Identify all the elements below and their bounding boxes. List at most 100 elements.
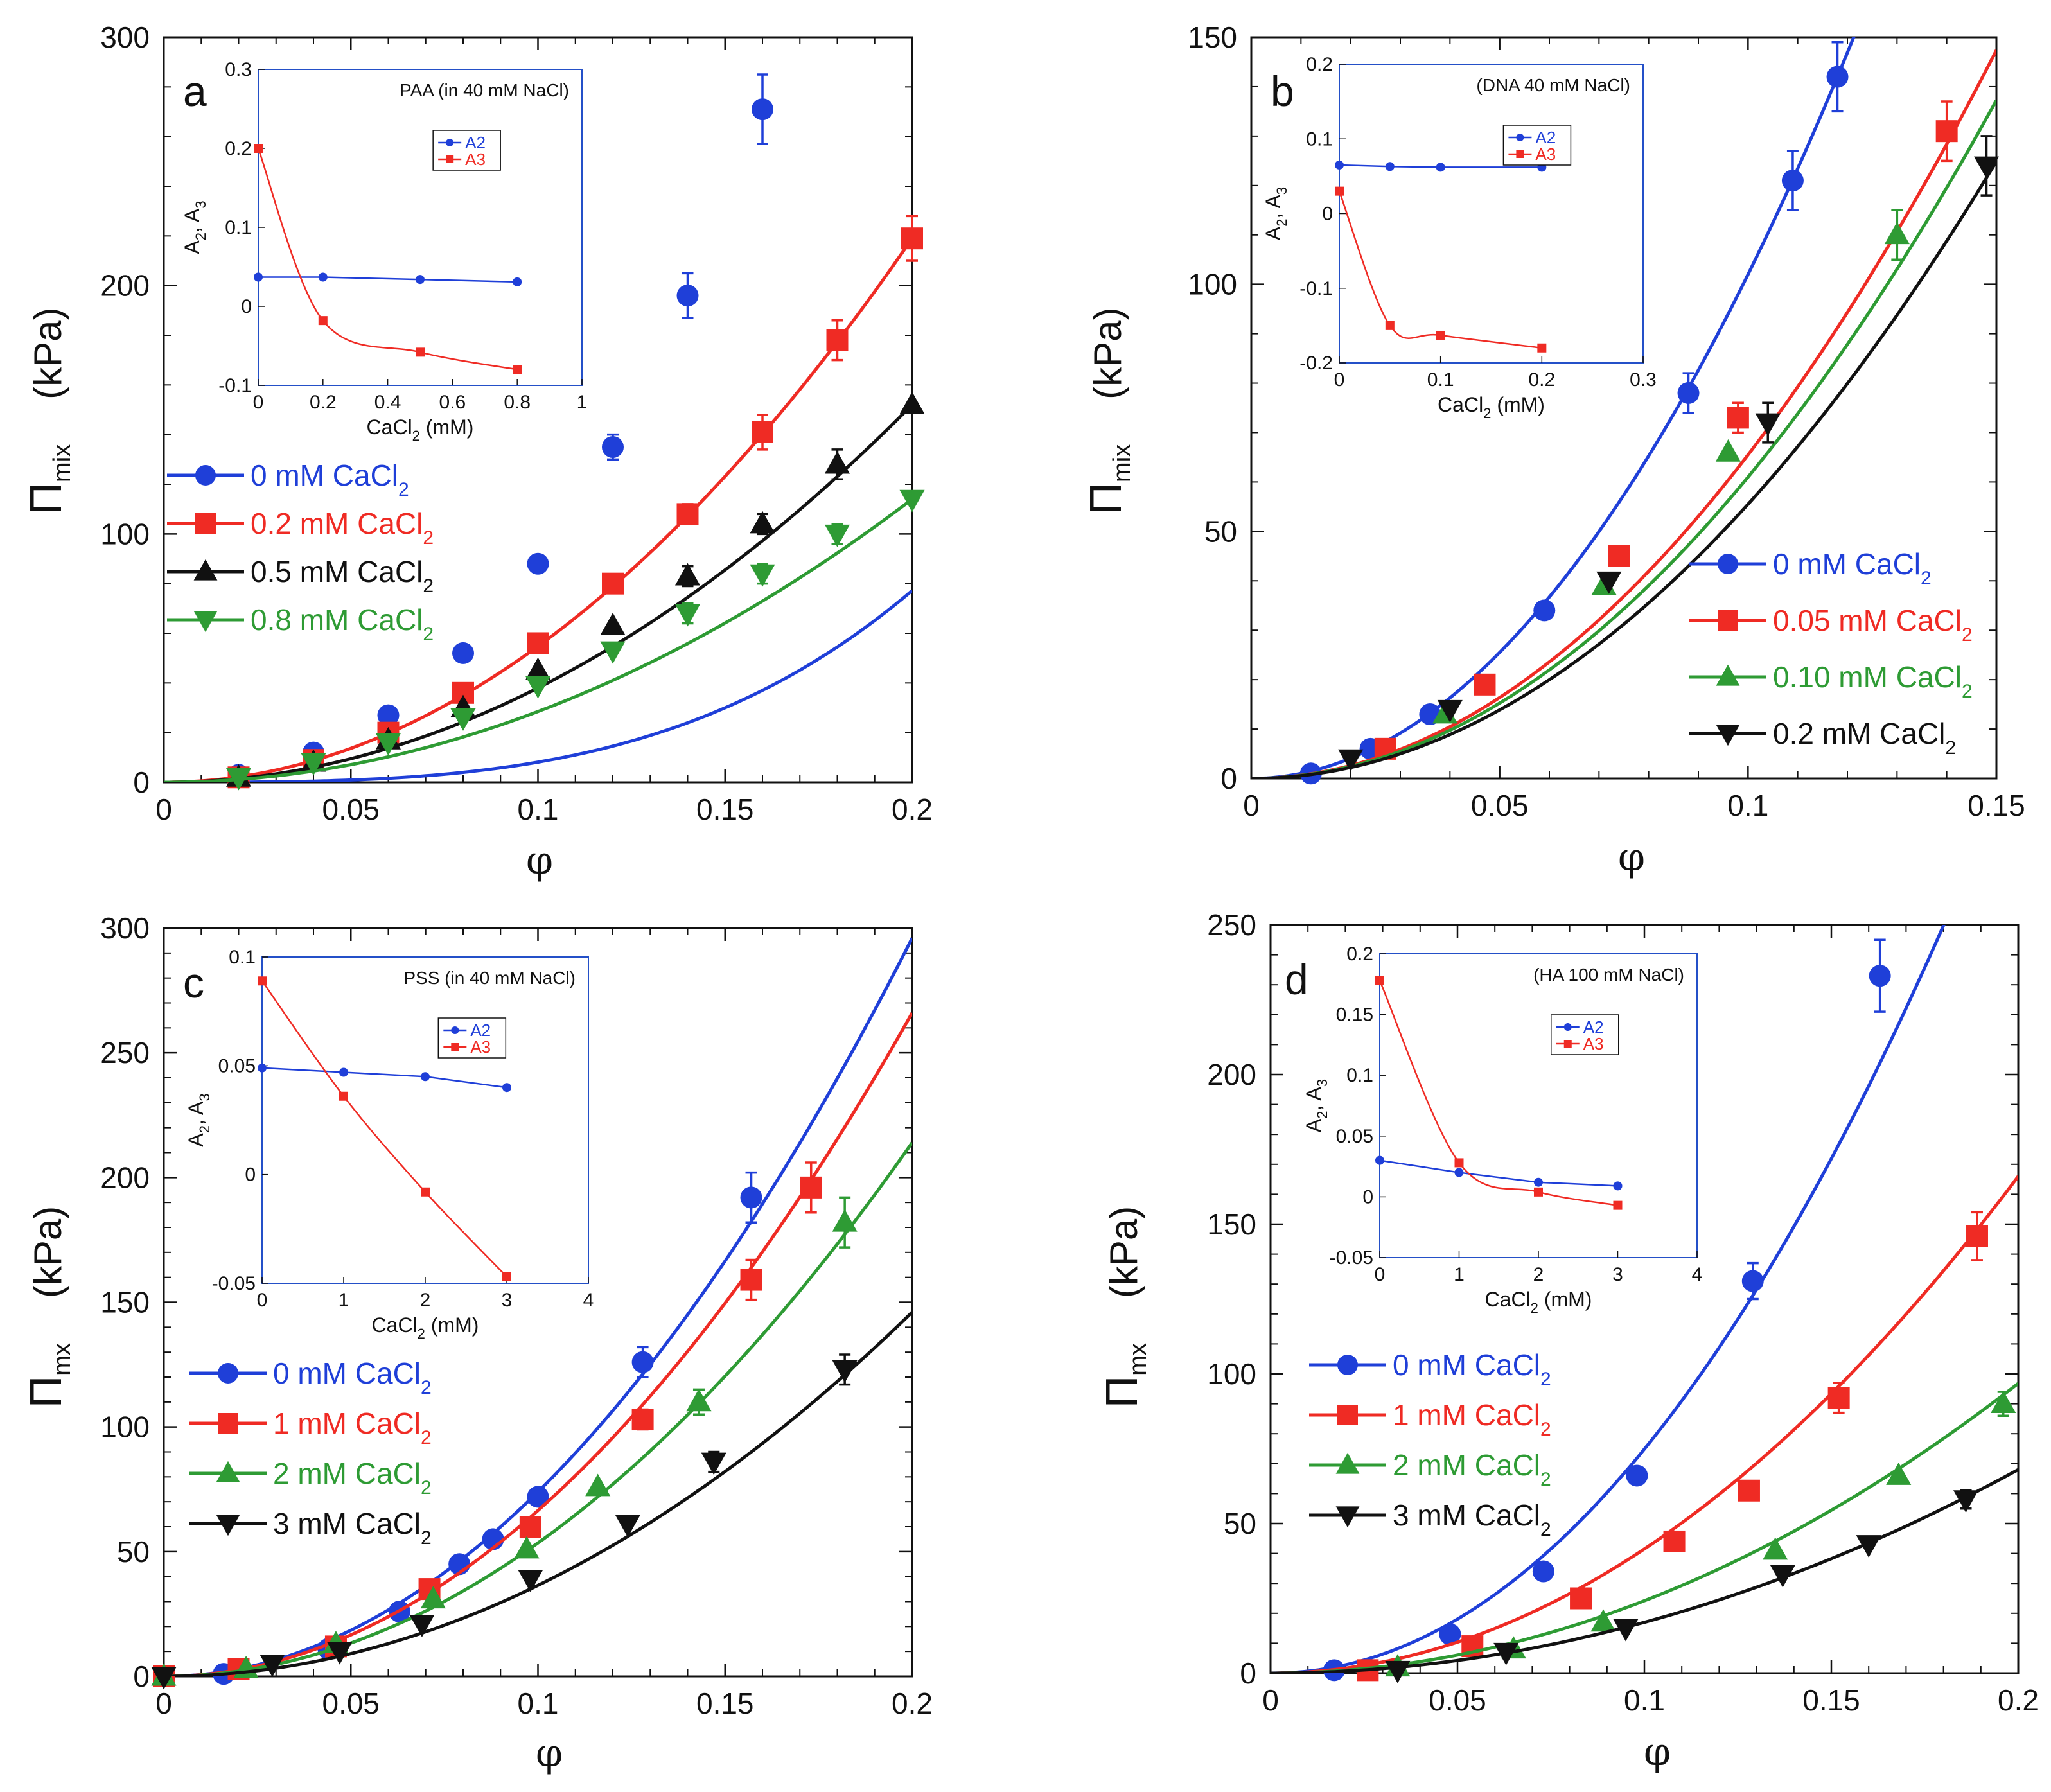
inset-x-tick-label: 0 — [253, 392, 264, 413]
inset-x-tick-label: 3 — [502, 1290, 513, 1311]
legend-label-subscript: 2 — [1962, 624, 1973, 646]
inset-point — [1454, 1168, 1464, 1177]
data-point — [1935, 120, 1958, 143]
inset-legend-label: A3 — [1583, 1034, 1604, 1053]
inset-y-label-mid: , A — [1302, 1086, 1325, 1111]
data-point — [752, 421, 773, 443]
data-point — [750, 511, 775, 534]
data-point — [1533, 599, 1556, 622]
inset-y-label: A2, A3 — [1302, 1079, 1330, 1132]
inset-y-label-a: A — [1302, 1118, 1325, 1132]
data-point — [151, 1667, 177, 1690]
data-point — [1608, 545, 1630, 567]
data-point — [525, 676, 551, 699]
x-tick-label: 0 — [155, 1687, 172, 1720]
x-axis-label: φ — [1618, 835, 1645, 880]
legend-marker — [1335, 1452, 1360, 1474]
data-point — [1953, 1490, 1979, 1513]
y-tick-label: 200 — [1207, 1058, 1256, 1091]
inset-y-tick-label: 0 — [241, 296, 252, 317]
inset-x-tick-label: 1 — [1454, 1264, 1465, 1285]
x-tick-label: 0.2 — [1998, 1683, 2039, 1717]
legend-label-text: 0 mM CaCl — [251, 459, 398, 492]
inset-x-tick-label: 0.2 — [1528, 369, 1555, 391]
inset-x-tick-label: 0.6 — [439, 392, 466, 413]
data-point — [1677, 382, 1700, 404]
data-point — [1826, 66, 1849, 88]
inset-point — [1385, 162, 1395, 171]
data-point — [701, 1452, 726, 1475]
legend-marker — [1337, 1355, 1358, 1375]
inset-x-tick-label: 0.2 — [310, 392, 337, 413]
legend-marker — [218, 1413, 238, 1434]
inset-point — [1375, 976, 1384, 985]
legend-label: 2 mM CaCl2 — [1393, 1448, 1551, 1490]
data-point — [1827, 1387, 1850, 1409]
legend-label-subscript: 2 — [1962, 681, 1973, 702]
data-point — [631, 1409, 654, 1431]
x-tick-label: 0.05 — [1471, 789, 1529, 822]
inset-x-tick-label: 1 — [577, 392, 588, 413]
x-tick-label: 0.15 — [1967, 789, 2025, 822]
data-point — [1474, 673, 1496, 696]
legend-label-text: 0.5 mM CaCl — [251, 555, 423, 588]
inset-y-label-mid: , A — [184, 1101, 207, 1125]
data-point — [1763, 1537, 1788, 1560]
legend-label-text: 0 mM CaCl — [1773, 547, 1921, 581]
data-point — [518, 1570, 543, 1592]
inset-y-tick-label: 0.2 — [1346, 944, 1373, 965]
inset-point — [513, 365, 522, 374]
x-tick-label: 0 — [1262, 1683, 1279, 1717]
x-tick-label: 0.1 — [1727, 789, 1768, 822]
data-point — [1973, 156, 2000, 179]
inset-legend-marker — [451, 1026, 459, 1034]
data-point — [377, 704, 400, 726]
data-point — [1856, 1535, 1881, 1558]
y-tick-label: 100 — [1188, 268, 1237, 301]
legend-label: 2 mM CaCl2 — [273, 1457, 432, 1498]
legend-label-subscript: 2 — [1540, 1519, 1551, 1540]
x-tick-label: 0 — [155, 793, 172, 826]
y-tick-label: 150 — [1207, 1208, 1256, 1241]
inset-legend-label: A2 — [1583, 1017, 1604, 1037]
inset-y-label-sub3: 3 — [197, 1093, 213, 1101]
data-point — [1437, 699, 1463, 723]
x-tick-label: 0.1 — [518, 1687, 559, 1720]
data-point — [1715, 439, 1741, 462]
inset-point — [502, 1083, 511, 1093]
x-tick-label: 0.15 — [696, 1687, 754, 1720]
inset-title: PSS (in 40 mM NaCl) — [403, 968, 576, 988]
legend-label-subscript: 2 — [1921, 568, 1932, 589]
inset-legend-box — [1502, 125, 1572, 166]
legend-label-text: 1 mM CaCl — [1393, 1398, 1540, 1432]
legend-label-text: 3 mM CaCl — [1393, 1498, 1540, 1532]
inset-y-label-sub3: 3 — [1314, 1079, 1330, 1087]
data-point — [1991, 1391, 2016, 1414]
data-point — [1770, 1565, 1795, 1588]
legend-marker — [218, 1363, 238, 1384]
inset-point — [1534, 1177, 1543, 1187]
inset-legend-marker — [1516, 150, 1524, 158]
legend-label-subscript: 2 — [421, 1527, 432, 1549]
legend-label-text: 0 mM CaCl — [273, 1357, 421, 1390]
data-point — [752, 98, 773, 121]
legend-label-text: 2 mM CaCl — [1393, 1448, 1540, 1482]
legend-marker — [1337, 1405, 1358, 1425]
inset-x-label-text: CaCl — [372, 1313, 418, 1337]
inset-x-tick-label: 0.1 — [1427, 369, 1454, 391]
data-point — [452, 642, 474, 664]
data-point — [899, 489, 925, 513]
inset-legend-label: A2 — [465, 133, 486, 152]
inset-x-tick-label: 0 — [257, 1290, 268, 1311]
legend-marker — [193, 611, 218, 633]
x-tick-label: 0.05 — [322, 793, 380, 826]
legend-label-subscript: 2 — [1540, 1369, 1551, 1390]
legend-label-text: 0.8 mM CaCl — [251, 603, 423, 637]
inset-legend-box — [432, 130, 501, 171]
inset-point — [513, 277, 522, 286]
fit-curve — [1251, 99, 1996, 778]
inset-point — [1335, 160, 1344, 170]
fit-curve — [164, 1012, 912, 1676]
